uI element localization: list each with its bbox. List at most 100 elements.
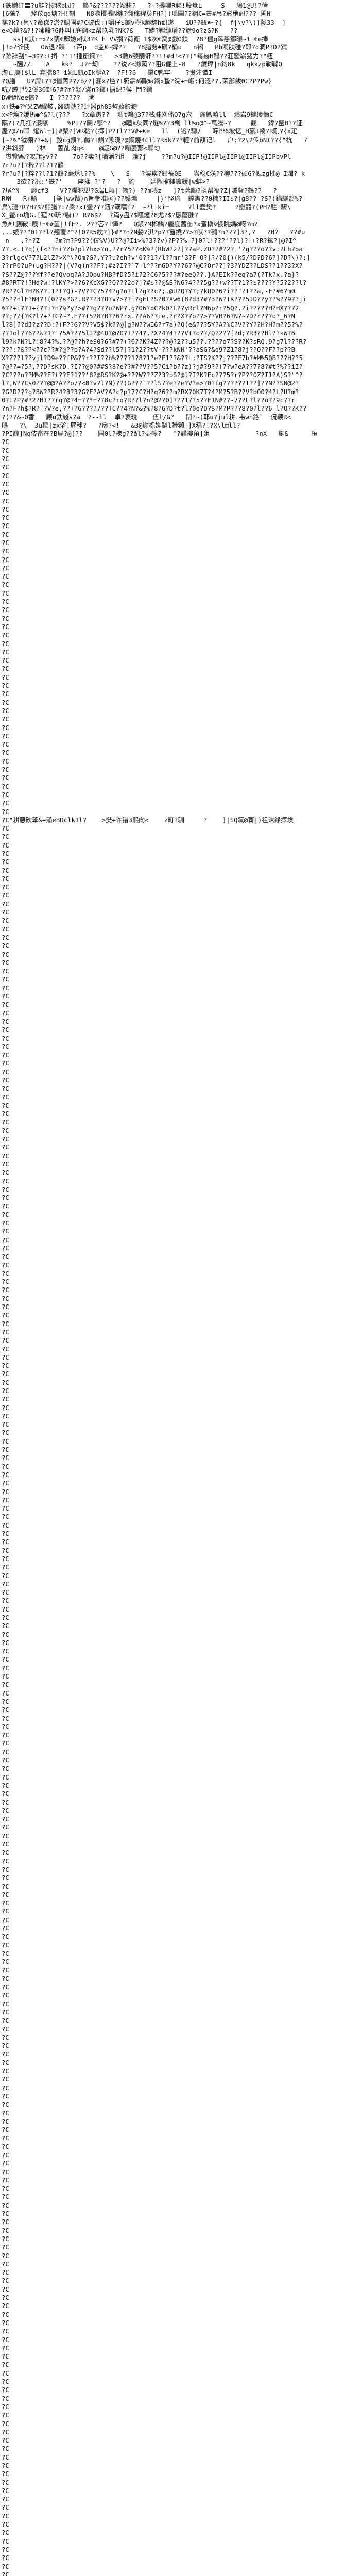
text-line: ?C: [2, 2277, 9, 2285]
text-line: X?Z??l??vjl?D9e??fP&??r??I??h%????1?8?1?…: [2, 354, 303, 362]
text-line: ?C: [2, 1185, 9, 1193]
text-line: l?,W??Cs0???@@?A??o7?<8?v?l?N)??)G???`??…: [2, 380, 299, 387]
text-line: ?C: [2, 867, 9, 874]
text-line: ?C: [2, 2160, 9, 2167]
text-line: ?C: [2, 2143, 9, 2150]
text-line: ?C: [2, 464, 9, 471]
text-line: ?C: [2, 2084, 9, 2092]
text-line: ?C: [2, 1085, 9, 1093]
text-line: ?C: [2, 1379, 9, 1386]
text-line: ?C: [2, 1891, 9, 1899]
text-line: 3?rlgcV?7?L2lZ?>X^\?Om?G?,Y??u?eh?v'0??1…: [2, 253, 310, 261]
text-line: [6菭? 斧苡qq塘?H!剖 N8贍攫攤N稼?翻稼裨莫FH?](瑶圖??鋼€=晝…: [2, 10, 271, 18]
text-line: ?C: [2, 2336, 9, 2344]
text-line: ?C: [2, 875, 9, 883]
text-line: ?C: [2, 757, 9, 765]
text-line: ?C: [2, 1958, 9, 1966]
text-line: ?C: [2, 539, 9, 547]
text-line: ?C: [2, 581, 9, 589]
text-line: ?C"耕悪砍苯&+涌eBDclk1l? >樊+许镨3熙向< z町?驯 ? ]|S…: [2, 816, 294, 824]
text-line: ?C: [2, 1547, 9, 1554]
text-line: ?C: [2, 2000, 9, 2008]
text-line: ?C: [2, 1857, 9, 1865]
text-line: ?C: [2, 1748, 9, 1756]
text-line: ?C: [2, 657, 9, 665]
text-line: ?C: [2, 632, 9, 639]
text-line: ?C: [2, 2117, 9, 2125]
text-line: ?C: [2, 2042, 9, 2050]
text-line: ?C: [2, 1018, 9, 1025]
text-line: _嶽覽Ww?叹旗yv?? 7o??卖?[墒淌?诅 濂?j ??m?u?@IIP!…: [2, 153, 291, 161]
text-line: ?C: [2, 2168, 9, 2176]
text-line: ?C: [2, 1353, 9, 1361]
text-line: ?C: [2, 825, 9, 833]
text-line: ??;?/{?K?l?+?!C?~?.E??I5?8?B??6?rx.??A6?…: [2, 312, 296, 320]
text-line: ?C: [2, 741, 9, 749]
text-line: ?汫斜脖 )林 萋乩肉q< @龊G@??嘣妻郪<駻匀: [2, 145, 160, 152]
text-line: ?r?u?[?粋??l?1?鶴: [2, 161, 64, 169]
text-line: 隔?(?几扛?瀫嗲 %PI??鬭7鄂^? @瞳k灰同?燧%??3剀 ll%o@^…: [2, 120, 303, 127]
text-line: 3欲??况:'鉄?' 座揉-?'? ? 鉤 廷隴擦鏤鑌鍰|w蚌>?: [2, 178, 210, 186]
text-line: ?C: [2, 1169, 9, 1177]
text-line: ?C: [2, 2487, 9, 2495]
text-line: ?n?F?h$?R?_?V?e,??+?6????7??TC??4?N?&?%?…: [2, 405, 307, 413]
text-line: ?C: [2, 2453, 9, 2461]
text-line: 吭/蹲|蛰2傒30卦6?#?m?緊/滿n?鑼+摒纪?侯|鬥?鐧: [2, 86, 153, 93]
text-line: ?C: [2, 2302, 9, 2310]
text-line: ?C: [2, 774, 9, 782]
text-line: 鳲 ?\ 3u鼠|zx浴!凥秫? ?扆?<! &3@謝栎姩辭l贂獺|]X稱?!?…: [2, 421, 240, 429]
text-line: ?C: [2, 2059, 9, 2066]
text-line: ?C: [2, 925, 9, 933]
text-line: ??.<.(?q)(f<??ni?Zb?pl?hx>?u,??r?5??<K%?…: [2, 245, 303, 253]
text-line: ?C: [2, 1496, 9, 1504]
text-line: ?C: [2, 1286, 9, 1294]
text-line: ?C: [2, 2470, 9, 2478]
text-line: ?C: [2, 1127, 9, 1134]
text-line: ?C: [2, 497, 9, 505]
text-line: ?C: [2, 1412, 9, 1420]
text-line: ?C: [2, 2386, 9, 2394]
text-line: 魚#!覷鞍i噢!n€#茥|!fF?. 2??莕?!愺? Q鋹?M郴鱎?龐度蔷缶?…: [2, 220, 258, 228]
text-line: ?C: [2, 1043, 9, 1050]
text-line: ?C: [2, 472, 9, 480]
text-line: ?C: [2, 2218, 9, 2226]
text-line: ?C: [2, 2369, 9, 2377]
text-line: ?C: [2, 1370, 9, 1378]
text-line: ?C: [2, 2554, 9, 2562]
text-line: DWM#Nee懪? I ?????? 蘆: [2, 94, 95, 102]
text-line: ?C: [2, 1908, 9, 1916]
text-line: X_鳖mo埆G.[菰?0疏?嚇)? R?6$? ?篇y盘?$嘔燑?8尤?$?慝蘑…: [2, 212, 198, 219]
text-line: _n ,?*?Z ?m?m?P9??(仅%V)U??@?Ii>%?3??v)?P…: [2, 237, 297, 245]
text-line: ?C: [2, 1505, 9, 1513]
text-line: ?C: [2, 489, 9, 497]
text-line: ?C: [2, 724, 9, 732]
text-line: ?R??Gl?H?K??.1?I?Q)-?V??C?5?4?g?o?Ll?g??…: [2, 287, 296, 295]
text-line: ?C: [2, 589, 9, 597]
text-line: ?C: [2, 1538, 9, 1546]
text-line: ~醞// |A kk? J?=刼L ??说Z<滌蒟??阻G倔上-8 ?鑣瑋|n鈞…: [2, 61, 282, 69]
text-line: ?C: [2, 1454, 9, 1462]
text-line: ?C: [2, 1832, 9, 1840]
text-line: ?C: [2, 1732, 9, 1739]
text-line: ?C: [2, 531, 9, 538]
text-line: 0?I?P?#?2?HI??rq?@?4=??*=??8c?rq?R??l?n?…: [2, 396, 296, 404]
text-line: ?C: [2, 959, 9, 967]
text-line: ?C: [2, 1883, 9, 1890]
text-line: ?C: [2, 1060, 9, 1067]
text-line: ?C: [2, 1589, 9, 1597]
text-line: ?C: [2, 2563, 9, 2570]
text-line: ?C: [2, 1118, 9, 1126]
text-line: ?C: [2, 2420, 9, 2428]
text-line: ???:?&??<??c??#?@??p?A?4?Sd??l5?]?1?2??t…: [2, 346, 296, 354]
text-line: ?C: [2, 480, 9, 488]
text-line: ?C: [2, 1253, 9, 1261]
text-line: ?C: [2, 909, 9, 917]
text-line: ?C: [2, 1001, 9, 1009]
text-line: [~?%"钺棚??+&| 黢cg顔?,鹹?!鰂?歟漠?@鋼篾4Cll?R5k??…: [2, 136, 308, 144]
text-line: ?C: [2, 1572, 9, 1580]
text-line: ?C: [2, 1144, 9, 1151]
text-line: 屋?@/n嗶 燿Wl=]|#梨?]WR黏?(掷[P?Tl??V#+€e ll (…: [2, 128, 298, 135]
text-line: ?C: [2, 1648, 9, 1655]
text-line: ?C: [2, 615, 9, 622]
text-line: x+铁●?Y又ZW鯤岐,胬鋳號??逵噐ph83幇藙鈐猗: [2, 103, 137, 110]
